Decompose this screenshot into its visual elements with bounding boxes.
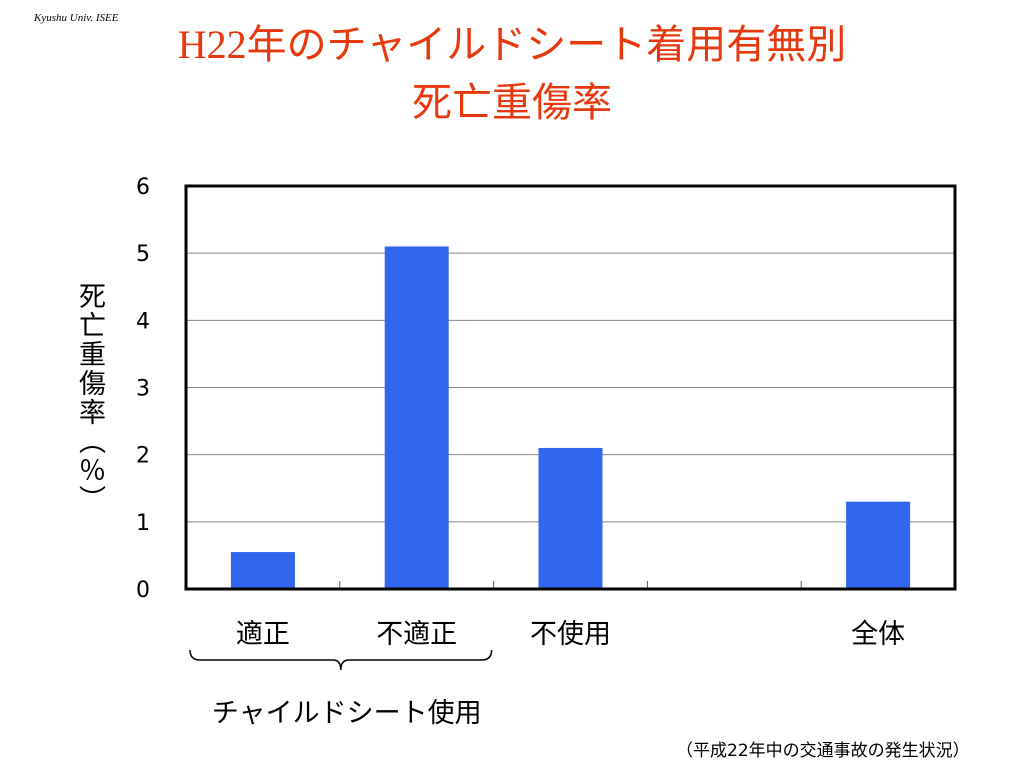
x-category-label: 全体 (851, 619, 905, 650)
source-note: （平成22年中の交通事故の発生状況） (676, 741, 970, 761)
credit-text: Kyushu Univ. ISEE (34, 12, 119, 24)
x-category-label: 適正 (236, 619, 290, 650)
chart-title-line1: H22年のチャイルドシート着用有無別 (0, 20, 1024, 70)
group-label: チャイルドシート使用 (212, 698, 482, 729)
y-tick-label: 0 (136, 578, 150, 603)
bar (846, 501, 911, 589)
x-category-label: 不使用 (530, 619, 611, 650)
y-tick-label: 5 (136, 242, 150, 267)
bar (230, 552, 295, 589)
y-tick-label: 1 (136, 511, 150, 536)
plot-frame (184, 184, 957, 591)
y-tick-label: 3 (136, 377, 150, 402)
y-axis-label: 死亡重傷率（％） (74, 282, 105, 514)
title-rest: 年のチャイルドシート着用有無別 (246, 22, 847, 68)
bar (538, 447, 603, 589)
y-tick-label: 4 (136, 309, 150, 334)
chart-title-line2: 死亡重傷率 (412, 80, 612, 126)
y-tick-label: 6 (136, 175, 150, 200)
y-tick-label: 2 (136, 444, 150, 469)
title-prefix: H22 (177, 22, 247, 67)
group-brace (189, 649, 493, 671)
x-category-label: 不適正 (376, 619, 457, 650)
bar (384, 246, 449, 589)
